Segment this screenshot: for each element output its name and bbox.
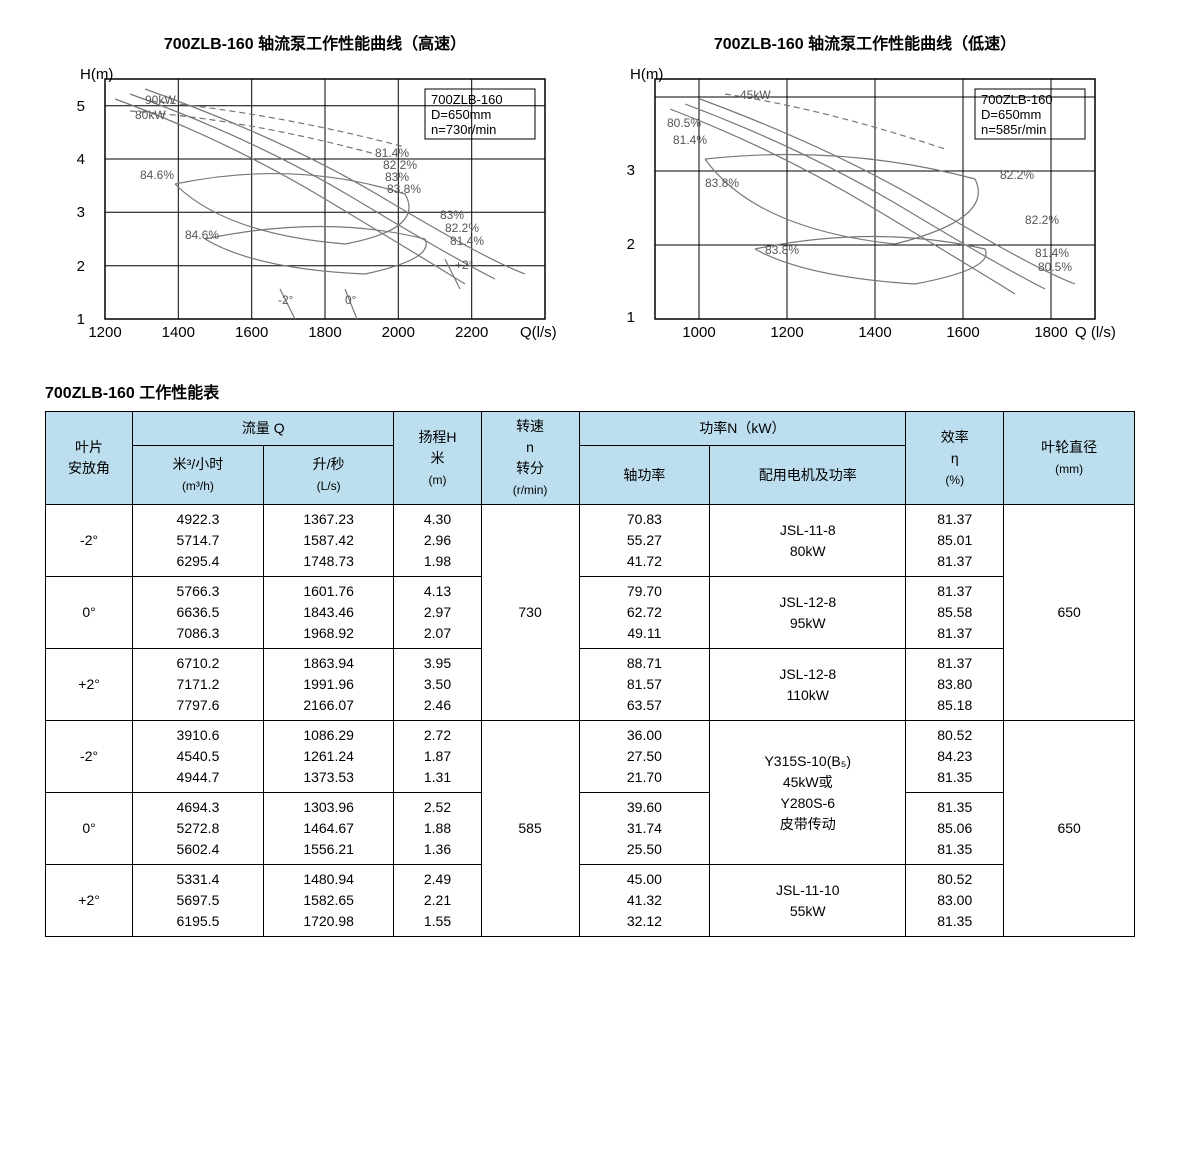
svg-text:81.4%: 81.4% <box>1035 246 1069 260</box>
svg-text:82.2%: 82.2% <box>1025 213 1059 227</box>
table-row: -2° 3910.6 4540.5 4944.7 1086.29 1261.24… <box>46 721 1135 793</box>
chart-low-title: 700ZLB-160 轴流泵工作性能曲线（低速） <box>595 30 1135 54</box>
h-angle: 叶片 安放角 <box>46 412 133 505</box>
table-row: 0° 4694.3 5272.8 5602.4 1303.96 1464.67 … <box>46 793 1135 865</box>
h-motor: 配用电机及功率 <box>710 446 906 505</box>
h-flow: 流量 Q <box>133 412 394 446</box>
svg-text:84.6%: 84.6% <box>140 168 174 182</box>
svg-text:1600: 1600 <box>235 324 268 341</box>
svg-text:90kW: 90kW <box>145 93 176 107</box>
svg-text:1400: 1400 <box>162 324 195 341</box>
h-diam: 叶轮直径 (mm) <box>1004 412 1135 505</box>
performance-table: 叶片 安放角 流量 Q 扬程H 米 (m) 转速 n 转分 (r/min) 功率… <box>45 411 1135 937</box>
svg-text:1200: 1200 <box>770 324 803 341</box>
svg-text:D=650mm: D=650mm <box>981 107 1041 122</box>
svg-text:Q(l/s): Q(l/s) <box>520 324 557 341</box>
svg-text:1: 1 <box>627 309 635 326</box>
svg-text:1000: 1000 <box>682 324 715 341</box>
svg-text:83%: 83% <box>440 208 464 222</box>
svg-text:n=585r/min: n=585r/min <box>981 122 1046 137</box>
svg-text:4: 4 <box>77 151 85 168</box>
svg-text:84.6%: 84.6% <box>185 228 219 242</box>
svg-text:83.8%: 83.8% <box>705 176 739 190</box>
svg-text:1600: 1600 <box>946 324 979 341</box>
svg-text:700ZLB-160: 700ZLB-160 <box>981 92 1053 107</box>
table-row: +2° 5331.4 5697.5 6195.5 1480.94 1582.65… <box>46 865 1135 937</box>
svg-text:0°: 0° <box>345 293 357 307</box>
legend1: 700ZLB-160 <box>431 92 503 107</box>
svg-text:82.2%: 82.2% <box>1000 168 1034 182</box>
legend3: n=730r/min <box>431 122 496 137</box>
chart-low-svg: 700ZLB-160 D=650mm n=585r/min 45kW 80.5%… <box>595 59 1135 359</box>
svg-text:80.5%: 80.5% <box>667 116 701 130</box>
svg-text:83.8%: 83.8% <box>765 243 799 257</box>
chart-high-svg: 700ZLB-160 D=650mm n=730r/min 90kW 80kW … <box>45 59 585 359</box>
h-shaft: 轴功率 <box>579 446 710 505</box>
svg-text:1800: 1800 <box>308 324 341 341</box>
svg-text:1400: 1400 <box>858 324 891 341</box>
svg-text:45kW: 45kW <box>740 88 771 102</box>
svg-text:81.4%: 81.4% <box>673 133 707 147</box>
svg-text:Q (l/s): Q (l/s) <box>1075 324 1116 341</box>
svg-text:81.4%: 81.4% <box>450 234 484 248</box>
svg-text:80.5%: 80.5% <box>1038 260 1072 274</box>
svg-text:82.2%: 82.2% <box>445 221 479 235</box>
table-title: 700ZLB-160 工作性能表 <box>45 379 1135 403</box>
svg-text:2: 2 <box>77 258 85 275</box>
svg-text:2200: 2200 <box>455 324 488 341</box>
svg-text:3: 3 <box>77 204 85 221</box>
h-m3h: 米³/小时(m³/h) <box>133 446 264 505</box>
svg-text:+2°: +2° <box>455 258 474 272</box>
h-power: 功率N（kW） <box>579 412 906 446</box>
svg-text:1200: 1200 <box>88 324 121 341</box>
chart-high-speed: 700ZLB-160 轴流泵工作性能曲线（高速） 700ZLB-160 <box>45 30 585 359</box>
charts-row: 700ZLB-160 轴流泵工作性能曲线（高速） 700ZLB-160 <box>45 30 1135 359</box>
table-row: 0° 5766.3 6636.5 7086.3 1601.76 1843.46 … <box>46 577 1135 649</box>
svg-text:H(m): H(m) <box>80 66 113 83</box>
svg-text:-2°: -2° <box>278 293 294 307</box>
svg-text:H(m): H(m) <box>630 66 663 83</box>
h-eff: 效率 η (%) <box>906 412 1004 505</box>
svg-text:80kW: 80kW <box>135 108 166 122</box>
h-head: 扬程H 米 (m) <box>394 412 481 505</box>
svg-text:83.8%: 83.8% <box>387 182 421 196</box>
svg-text:1800: 1800 <box>1034 324 1067 341</box>
svg-text:5: 5 <box>77 98 85 115</box>
h-speed: 转速 n 转分 (r/min) <box>481 412 579 505</box>
table-row: +2° 6710.2 7171.2 7797.6 1863.94 1991.96… <box>46 649 1135 721</box>
svg-text:1: 1 <box>77 311 85 328</box>
svg-text:3: 3 <box>627 162 635 179</box>
legend2: D=650mm <box>431 107 491 122</box>
svg-text:2000: 2000 <box>382 324 415 341</box>
chart-low-speed: 700ZLB-160 轴流泵工作性能曲线（低速） 700ZLB-160 D=65… <box>595 30 1135 359</box>
chart-high-title: 700ZLB-160 轴流泵工作性能曲线（高速） <box>45 30 585 54</box>
svg-text:2: 2 <box>627 236 635 253</box>
h-ls: 升/秒(L/s) <box>263 446 394 505</box>
table-row: -2° 4922.3 5714.7 6295.4 1367.23 1587.42… <box>46 505 1135 577</box>
